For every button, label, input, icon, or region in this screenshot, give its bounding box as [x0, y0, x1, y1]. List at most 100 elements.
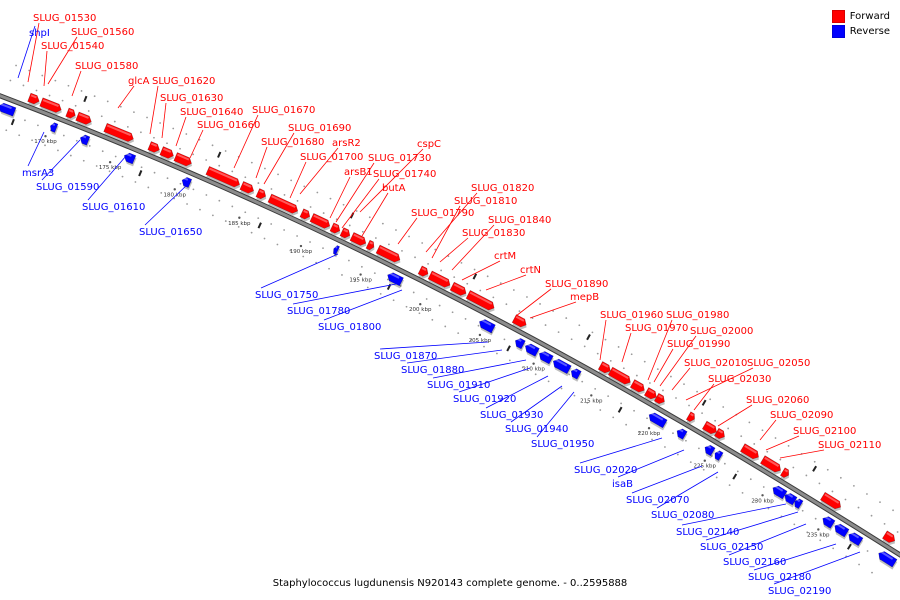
gene-highlight: [243, 182, 252, 188]
tick-label: 230 kbp: [751, 498, 774, 504]
gene-body: [538, 351, 554, 365]
gene-body: [173, 152, 192, 167]
forward-gene: [375, 244, 401, 265]
guide-dot: [625, 423, 628, 426]
track-dash: [846, 543, 852, 550]
gene-highlight: [343, 228, 349, 233]
guide-dot: [69, 154, 72, 157]
gene-highlight: [516, 337, 522, 342]
guide-dot: [355, 210, 358, 212]
tick-mark: [532, 362, 535, 365]
reverse-gene: [794, 498, 804, 512]
reverse-label: SLUG_01880: [401, 365, 464, 376]
gene-highlight: [880, 550, 894, 560]
forward-gene: [239, 181, 255, 196]
guide-dot: [451, 311, 454, 314]
forward-label: SLUG_01820: [471, 183, 534, 194]
forward-gene: [309, 213, 331, 231]
reverse-label: SLUG_01930: [480, 410, 543, 421]
guide-dot: [457, 332, 460, 335]
gene-body: [676, 428, 688, 440]
forward-leader-line: [233, 114, 259, 169]
forward-leader-line: [335, 162, 375, 223]
guide-dot: [153, 136, 155, 139]
forward-leader-line: [361, 192, 389, 237]
track-dash: [10, 118, 15, 126]
forward-leader-line: [299, 147, 339, 195]
guide-dot: [702, 468, 705, 471]
legend-reverse-label: Reverse: [849, 26, 890, 37]
forward-leader-line: [693, 383, 715, 411]
guide-dot: [192, 153, 195, 156]
forward-label: cspC: [417, 139, 441, 150]
forward-leader-line: [149, 85, 159, 135]
guide-dot: [75, 139, 78, 142]
forward-gene: [339, 227, 351, 241]
genome-backbone: [0, 94, 900, 557]
guide-dot: [322, 212, 325, 214]
gene-body: [882, 530, 896, 543]
gene-highlight: [572, 368, 578, 373]
guide-dot: [250, 231, 253, 234]
forward-gene: [27, 92, 40, 107]
guide-dot: [401, 249, 403, 252]
guide-dot: [289, 249, 292, 252]
legend-forward: Forward: [831, 9, 890, 24]
guide-dot: [649, 382, 651, 384]
gene-body: [239, 181, 254, 194]
gene-body: [39, 97, 62, 113]
guide-dot: [108, 170, 111, 173]
guide-dot: [521, 366, 524, 369]
guide-dot: [557, 331, 560, 334]
gene-highlight: [824, 493, 840, 504]
forward-gene: [147, 141, 161, 155]
reverse-leader-line: [536, 391, 575, 438]
guide-dot: [374, 237, 377, 239]
tick-mark: [359, 273, 362, 276]
forward-label: SLUG_01840: [488, 215, 551, 226]
forward-leader-line: [599, 319, 607, 361]
gene-body: [387, 272, 404, 287]
gene-body: [449, 281, 467, 296]
guide-dot: [594, 387, 597, 390]
guide-dot: [740, 435, 743, 438]
guide-dot: [879, 501, 881, 504]
guide-dot: [93, 95, 96, 98]
guide-dot: [290, 179, 293, 182]
tick-mark: [647, 427, 651, 430]
guide-dot: [518, 310, 521, 313]
gene-body: [552, 358, 572, 375]
guide-dot: [722, 406, 725, 408]
guide-dot: [205, 159, 208, 161]
guide-dot: [844, 498, 847, 501]
guide-dot: [753, 443, 756, 445]
gene-body: [65, 107, 76, 119]
forward-label: SLUG_02010: [684, 358, 747, 369]
reverse-gene: [538, 350, 554, 367]
guide-dot: [31, 139, 33, 142]
gene-body: [759, 455, 781, 473]
forward-label: SLUG_01740: [373, 169, 436, 180]
gene-highlight: [744, 445, 757, 454]
forward-leader-line: [765, 435, 800, 451]
tick-mark: [238, 216, 241, 219]
tick-mark: [761, 494, 764, 497]
tick-label: 210 kbp: [522, 367, 545, 373]
guide-dot: [5, 129, 8, 132]
tick-label: 205 kbp: [469, 338, 492, 344]
guide-dot: [199, 208, 201, 211]
tick-mark: [817, 528, 820, 531]
guide-dot: [95, 165, 98, 167]
guide-dot: [35, 89, 38, 92]
reverse-leader-line: [705, 511, 799, 541]
forward-leader-line: [647, 319, 673, 381]
tick-mark: [590, 394, 593, 397]
guide-dot: [264, 167, 266, 170]
tick-label: 235 kbp: [807, 532, 830, 538]
guide-dot: [662, 389, 664, 392]
reverse-label: msrA3: [22, 168, 54, 179]
forward-leader-line: [117, 85, 135, 109]
gene-body: [701, 420, 717, 435]
guide-dot: [121, 175, 124, 178]
reverse-label: SLUG_01940: [505, 424, 568, 435]
